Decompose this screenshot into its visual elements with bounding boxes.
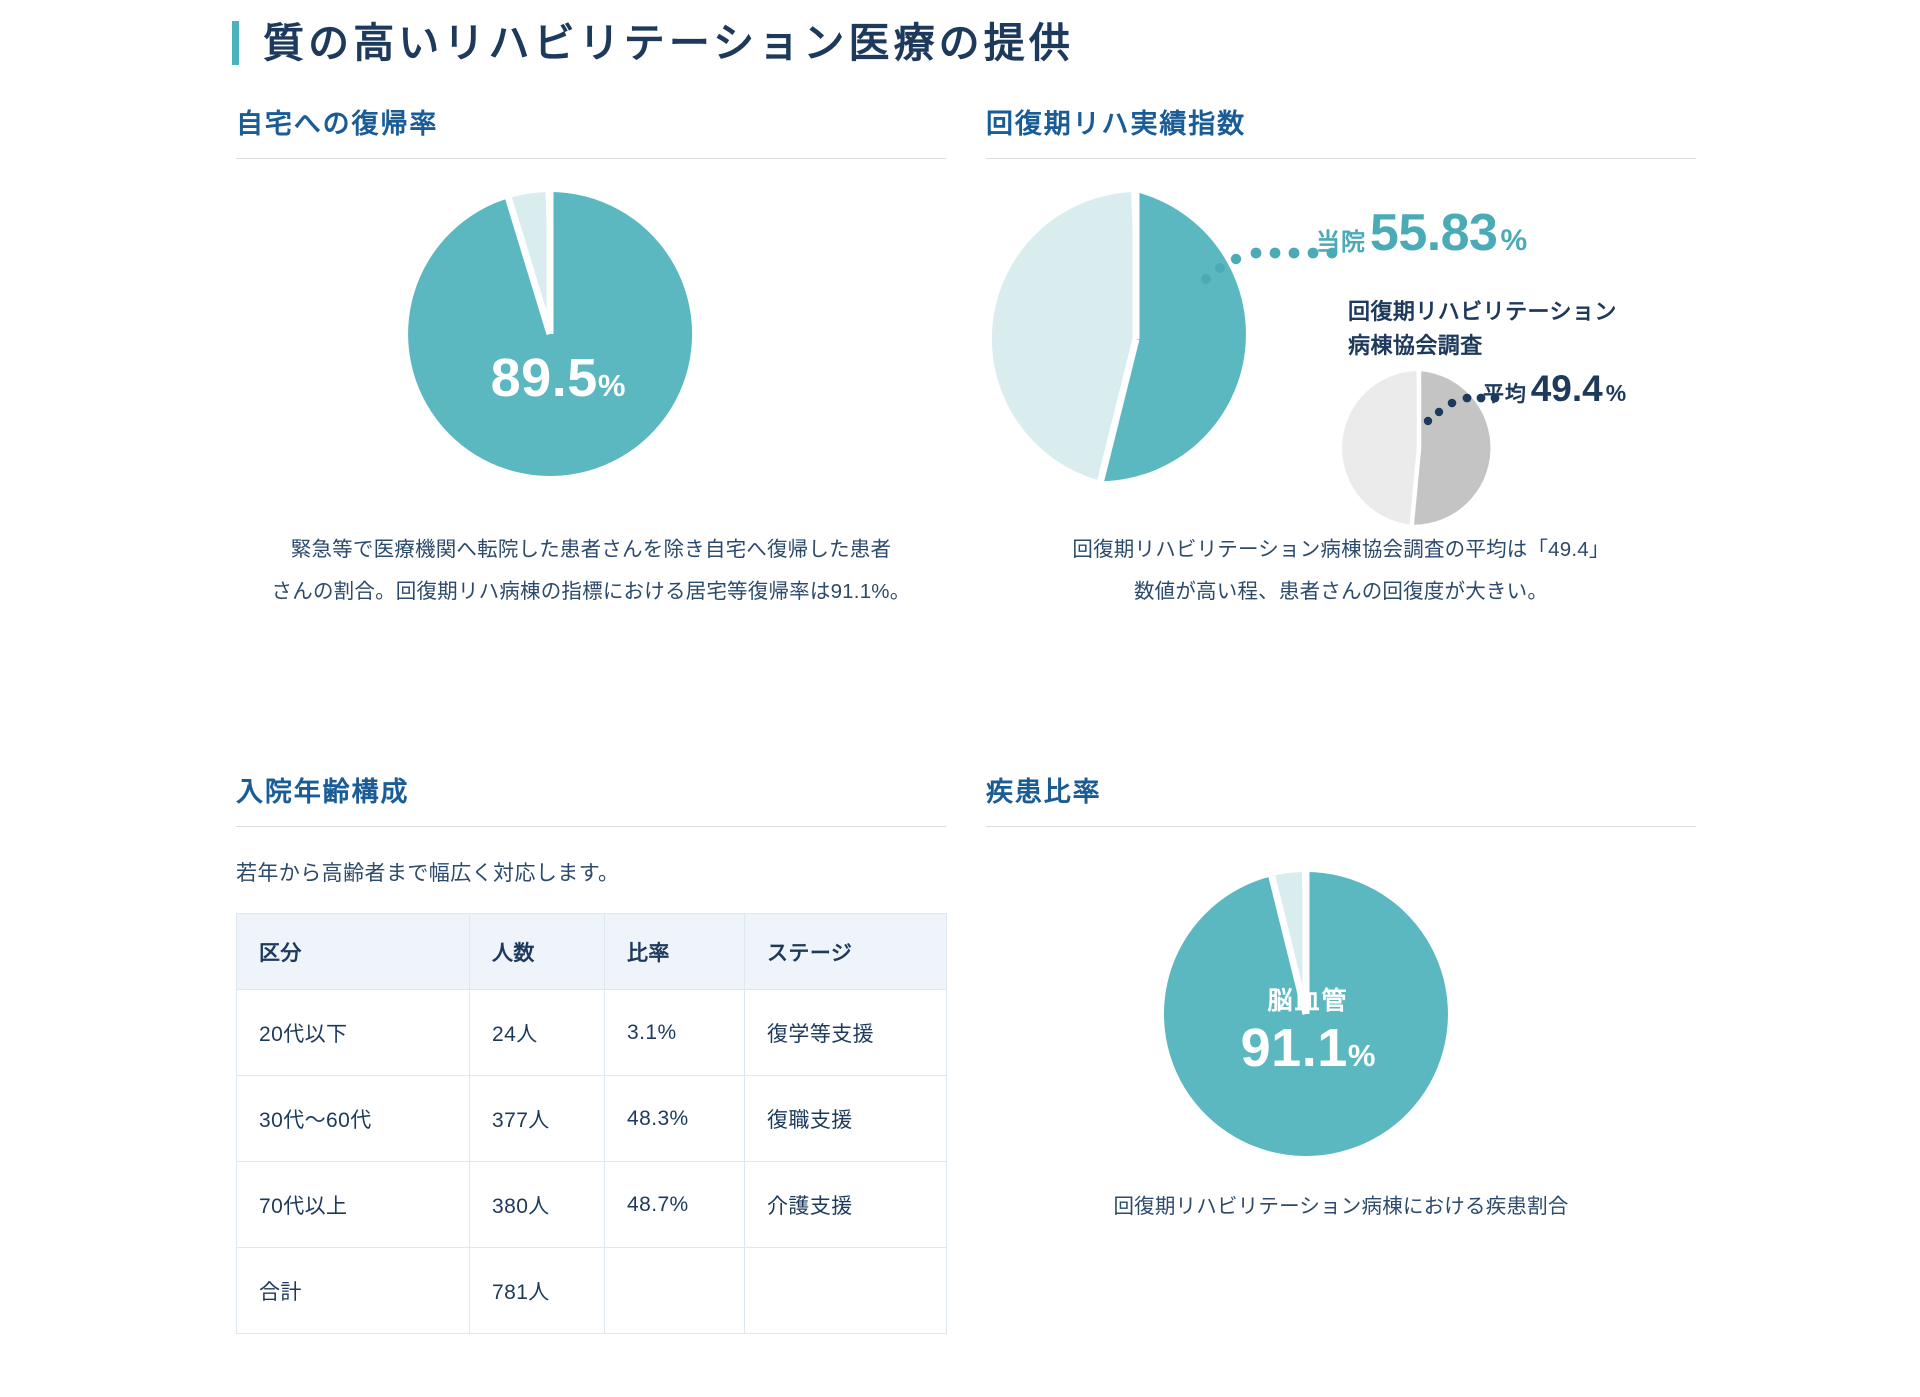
- page-root: 質の高いリハビリテーション医療の提供 自宅への復帰率: [0, 12, 1920, 1397]
- table-row: 20代以下 24人 3.1% 復学等支援: [236, 989, 947, 1077]
- clinic-percent-symbol: %: [1500, 224, 1528, 258]
- cell-count: 380人: [469, 1161, 605, 1249]
- average-percent-symbol: %: [1605, 380, 1627, 407]
- page-header: 質の高いリハビリテーション医療の提供: [232, 12, 1920, 74]
- clinic-leader-line: [1201, 247, 1338, 285]
- section-title-age-composition: 入院年齢構成: [236, 777, 410, 807]
- panel-rehab-index: 回復期リハ実績指数: [986, 108, 1696, 613]
- table-row: 70代以上 380人 48.7% 介護支援: [236, 1161, 947, 1249]
- average-leader-line: [1423, 393, 1500, 426]
- column-header-stage: ステージ: [744, 913, 947, 991]
- disease-ratio-pie: [1161, 869, 1451, 1159]
- clinic-index-annotation: 当院 55.83 %: [1316, 207, 1527, 259]
- table-header-row: 区分 人数 比率 ステージ: [236, 913, 947, 991]
- panel-disease-ratio: 疾患比率 脳血管 91.1%: [986, 776, 1696, 1219]
- cell-ratio: 48.3%: [604, 1075, 745, 1163]
- column-header-ratio: 比率: [604, 913, 745, 991]
- home-return-chart-area: 89.5%: [236, 185, 946, 515]
- section-title-home-return: 自宅への復帰率: [236, 109, 439, 139]
- table-row: 30代〜60代 377人 48.3% 復職支援: [236, 1075, 947, 1163]
- rehab-index-caption-line2: 数値が高い程、患者さんの回復度が大きい。: [1133, 580, 1549, 604]
- cell-stage: 介護支援: [744, 1161, 947, 1249]
- disease-ratio-chart-area: 脳血管 91.1%: [986, 869, 1696, 1169]
- home-return-caption-line2: さんの割合。回復期リハ病棟の指標における居宅等復帰率は91.1%。: [271, 580, 911, 604]
- panel-age-composition: 入院年齢構成 若年から高齢者まで幅広く対応します。 区分 人数 比率 ステージ …: [236, 776, 947, 1335]
- cell-ratio: 3.1%: [604, 989, 745, 1077]
- section-divider: [236, 158, 946, 160]
- section-divider: [986, 158, 1696, 160]
- section-title-disease-ratio: 疾患比率: [986, 777, 1102, 807]
- cell-category: 30代〜60代: [236, 1075, 470, 1163]
- cell-count: 24人: [469, 989, 605, 1077]
- cell-count: 377人: [469, 1075, 605, 1163]
- rehab-index-caption: 回復期リハビリテーション病棟協会調査の平均は「49.4」 数値が高い程、患者さん…: [986, 529, 1696, 613]
- disease-ratio-caption: 回復期リハビリテーション病棟における疾患割合: [1113, 1195, 1569, 1219]
- rehab-index-clinic-pie: [986, 189, 1286, 489]
- section-divider: [986, 826, 1696, 828]
- clinic-value: 55.83: [1369, 204, 1498, 263]
- rehab-index-average-pie: [1340, 369, 1498, 527]
- survey-source-label: 回復期リハビリテーション 病棟協会調査: [1348, 295, 1617, 363]
- cell-category: 70代以上: [236, 1161, 470, 1249]
- table-row-total: 合計 781人: [236, 1247, 947, 1335]
- home-return-caption: 緊急等で医療機関へ転院した患者さんを除き自宅へ復帰した患者 さんの割合。回復期リ…: [236, 529, 946, 613]
- cell-category: 合計: [236, 1247, 470, 1335]
- panel-home-return: 自宅への復帰率 89.5%: [236, 108, 946, 613]
- cell-stage: 復学等支援: [744, 989, 947, 1077]
- home-return-caption-line1: 緊急等で医療機関へ転院した患者さんを除き自宅へ復帰した患者: [290, 538, 892, 562]
- title-accent-bar: [232, 21, 239, 65]
- rehab-index-chart-area: 当院 55.83 % 回復期リハビリテーション 病棟協会調査: [986, 185, 1696, 526]
- age-composition-intro: 若年から高齢者まで幅広く対応します。: [236, 862, 620, 886]
- cell-ratio: [604, 1247, 745, 1335]
- cell-ratio: 48.7%: [604, 1161, 745, 1249]
- cell-count: 781人: [469, 1247, 605, 1335]
- section-title-rehab-index: 回復期リハ実績指数: [986, 109, 1247, 139]
- cell-stage: 復職支援: [744, 1075, 947, 1163]
- column-header-category: 区分: [236, 913, 470, 991]
- average-label: 平均: [1483, 383, 1527, 407]
- rehab-index-caption-line1: 回復期リハビリテーション病棟協会調査の平均は「49.4」: [1072, 538, 1610, 562]
- column-header-count: 人数: [469, 913, 605, 991]
- average-value: 49.4: [1530, 368, 1603, 410]
- survey-source-line2: 病棟協会調査: [1348, 333, 1483, 359]
- average-index-annotation: 平均 49.4 %: [1483, 370, 1626, 408]
- cell-category: 20代以下: [236, 989, 470, 1077]
- clinic-label: 当院: [1316, 229, 1366, 257]
- survey-source-line1: 回復期リハビリテーション: [1348, 299, 1617, 325]
- home-return-pie: [405, 189, 695, 479]
- page-title: 質の高いリハビリテーション医療の提供: [263, 19, 1074, 66]
- cell-stage: [744, 1247, 947, 1335]
- age-composition-table: 区分 人数 比率 ステージ 20代以下 24人 3.1% 復学等支援 30代〜6…: [236, 913, 947, 1335]
- section-divider: [236, 826, 946, 828]
